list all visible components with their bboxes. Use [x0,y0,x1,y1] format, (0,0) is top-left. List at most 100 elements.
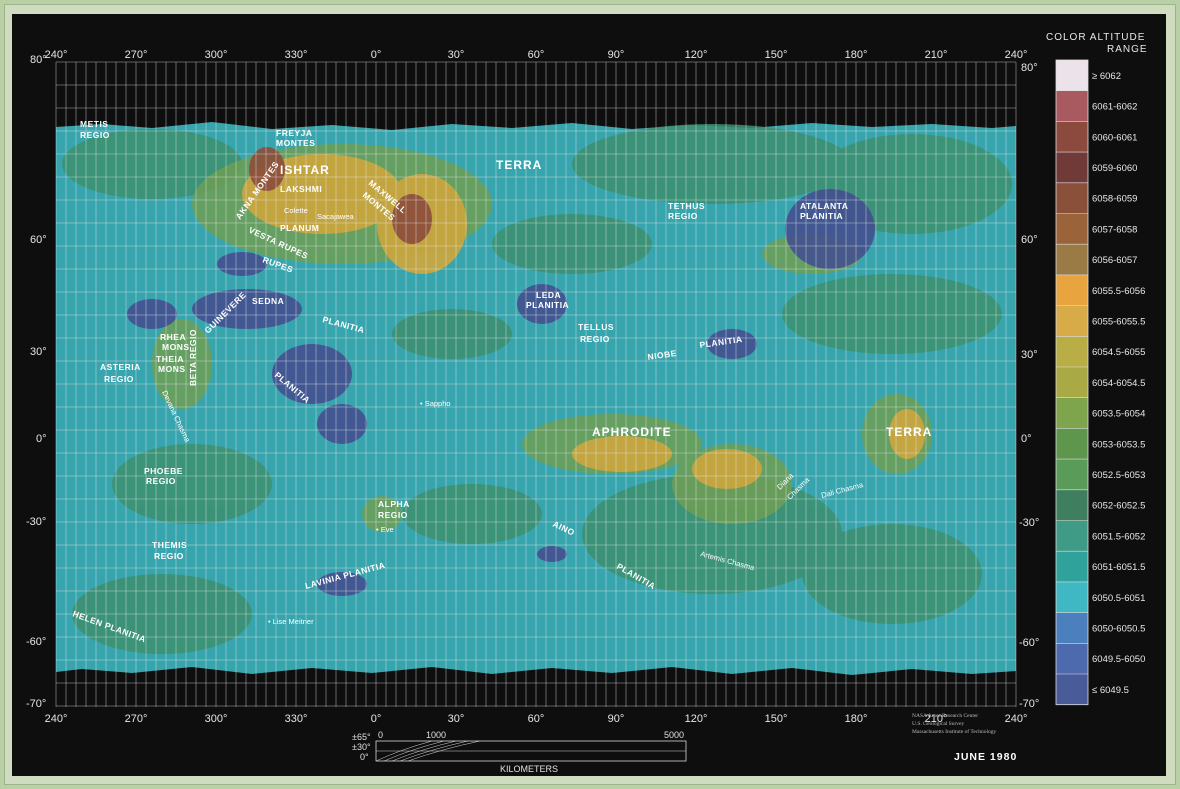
label-asteria-1: ASTERIA [100,362,141,372]
legend-swatch [1056,90,1088,122]
label-tethus-2: REGIO [668,211,698,221]
legend-swatch [1056,305,1088,337]
venus-topographic-map: 240° 270° 300° 330° 0° 30° 60° 90° 120° 150° 180° 2… [26,32,1148,774]
legend-title-line1: COLOR ALTITUDE [1046,32,1145,43]
legend-swatch [1056,121,1088,153]
credit-line-2: U.S. Geological Survey [912,721,964,727]
longitude-label: 60° [528,49,545,61]
legend-label: 6049.5-6050 [1092,654,1145,665]
label-alpha-1: ALPHA [378,499,410,509]
legend-swatch [1056,367,1088,398]
longitude-label: 240° [45,713,68,725]
longitude-label: 0° [371,713,382,725]
label-colette: Colette [284,206,308,215]
longitude-label: 30° [448,49,465,61]
scale-unit: KILOMETERS [500,764,558,774]
legend-swatch [1056,674,1088,705]
label-leda-2: PLANITIA [526,300,569,310]
longitude-labels-bottom: 240° 270° 300° 330° 0° 30° 60° 90° 120° 150° 180° 2… [45,713,1028,725]
legend-label: 6050.5-6051 [1092,593,1145,604]
scale-lat-65: ±65° [352,732,371,742]
map-sheet: 240° 270° 300° 330° 0° 30° 60° 90° 120° 150° 180° 2… [12,14,1166,776]
legend-swatch [1056,612,1088,644]
label-tellus-2: REGIO [580,334,610,344]
legend-label: 6056-6057 [1092,255,1137,266]
label-lise-meitner: • Lise Meitner [268,617,314,626]
label-rhea-1: RHEA [160,332,186,342]
legend-swatch [1056,520,1088,552]
lat-label-m60-right: -60° [1019,637,1039,649]
label-aphrodite: APHRODITE [592,425,672,439]
longitude-label: 240° [45,49,68,61]
label-atalanta-2: PLANITIA [800,211,843,221]
lat-label-m30-right: -30° [1019,517,1039,529]
legend-label: 6050-6050.5 [1092,623,1145,634]
label-metis-2: REGIO [80,130,110,140]
label-theia-1: THEIA [156,354,184,364]
label-tellus-1: TELLUS [578,322,614,332]
longitude-label: 120° [685,49,708,61]
longitude-label: 30° [448,713,465,725]
legend-label: 6052.5-6053 [1092,470,1145,481]
scale-lat-0: 0° [360,752,369,762]
label-eve: • Eve [376,525,394,534]
longitude-label: 0° [371,49,382,61]
lat-label-m60-left: -60° [26,636,46,648]
longitude-label: 330° [285,49,308,61]
scale-tick-0: 0 [378,730,383,740]
label-phoebe-2: REGIO [146,476,176,486]
lat-label-80-left: 80° [30,54,47,66]
legend-swatch [1056,244,1088,275]
legend-label: 6051.5-6052 [1092,531,1145,542]
label-lakshmi-1: LAKSHMI [280,184,322,194]
label-ishtar: ISHTAR [280,163,330,177]
scale-curves [375,740,481,762]
lat-label-m70-right: -70° [1019,698,1039,710]
label-themis-2: REGIO [154,551,184,561]
legend-label: 6054-6054.5 [1092,378,1145,389]
legend-label: 6061-6062 [1092,102,1137,113]
longitude-label: 60° [528,713,545,725]
credit-line-3: Massachusetts Institute of Technology [912,728,997,735]
legend-swatch [1056,182,1088,214]
lat-label-m30-left: -30° [26,516,46,528]
lat-label-30-right: 30° [1021,349,1038,361]
label-theia-2: MONS [158,364,186,374]
legend-swatch [1056,152,1088,183]
scale-tick-1000: 1000 [426,730,446,740]
credit-line-1: NASA Ames Research Center [912,713,978,719]
legend-swatch [1056,397,1088,429]
label-sappho: • Sappho [420,399,451,408]
lat-label-0-left: 0° [36,433,47,445]
longitude-label: 240° [1005,49,1028,61]
label-themis-1: THEMIS [152,540,187,550]
label-beta: BETA REGIO [188,329,198,386]
label-terra-east: TERRA [886,425,932,439]
legend-label: 6053-6053.5 [1092,439,1145,450]
legend: ≥ 6062 6061-6062 6060-6061 6059-6060 6058-60… [1055,59,1145,706]
lat-label-60-left: 60° [30,234,47,246]
legend-swatch [1056,274,1088,306]
lat-label-60-right: 60° [1021,234,1038,246]
lat-label-m70-left: -70° [26,698,46,710]
legend-label: 6058-6059 [1092,194,1137,205]
longitude-labels-top: 240° 270° 300° 330° 0° 30° 60° 90° 120° 150° 180° 2… [45,49,1028,61]
label-metis-1: METIS [80,119,108,129]
legend-swatch [1056,336,1088,367]
graticule [55,61,1017,707]
longitude-label: 90° [608,713,625,725]
scale-lat-30: ±30° [352,742,371,752]
lat-label-0-right: 0° [1021,433,1032,445]
legend-title-line2: RANGE [1107,44,1148,55]
legend-label: 6059-6060 [1092,163,1137,174]
legend-label: ≥ 6062 [1092,71,1121,82]
legend-swatch [1056,551,1088,582]
label-rhea-2: MONS [162,342,190,352]
label-sedna: SEDNA [252,296,284,306]
label-phoebe-1: PHOEBE [144,466,183,476]
map-date: JUNE 1980 [954,751,1017,763]
label-freyja-2: MONTES [276,138,315,148]
longitude-label: 120° [685,713,708,725]
longitude-label: 210° [925,49,948,61]
longitude-label: 150° [765,713,788,725]
